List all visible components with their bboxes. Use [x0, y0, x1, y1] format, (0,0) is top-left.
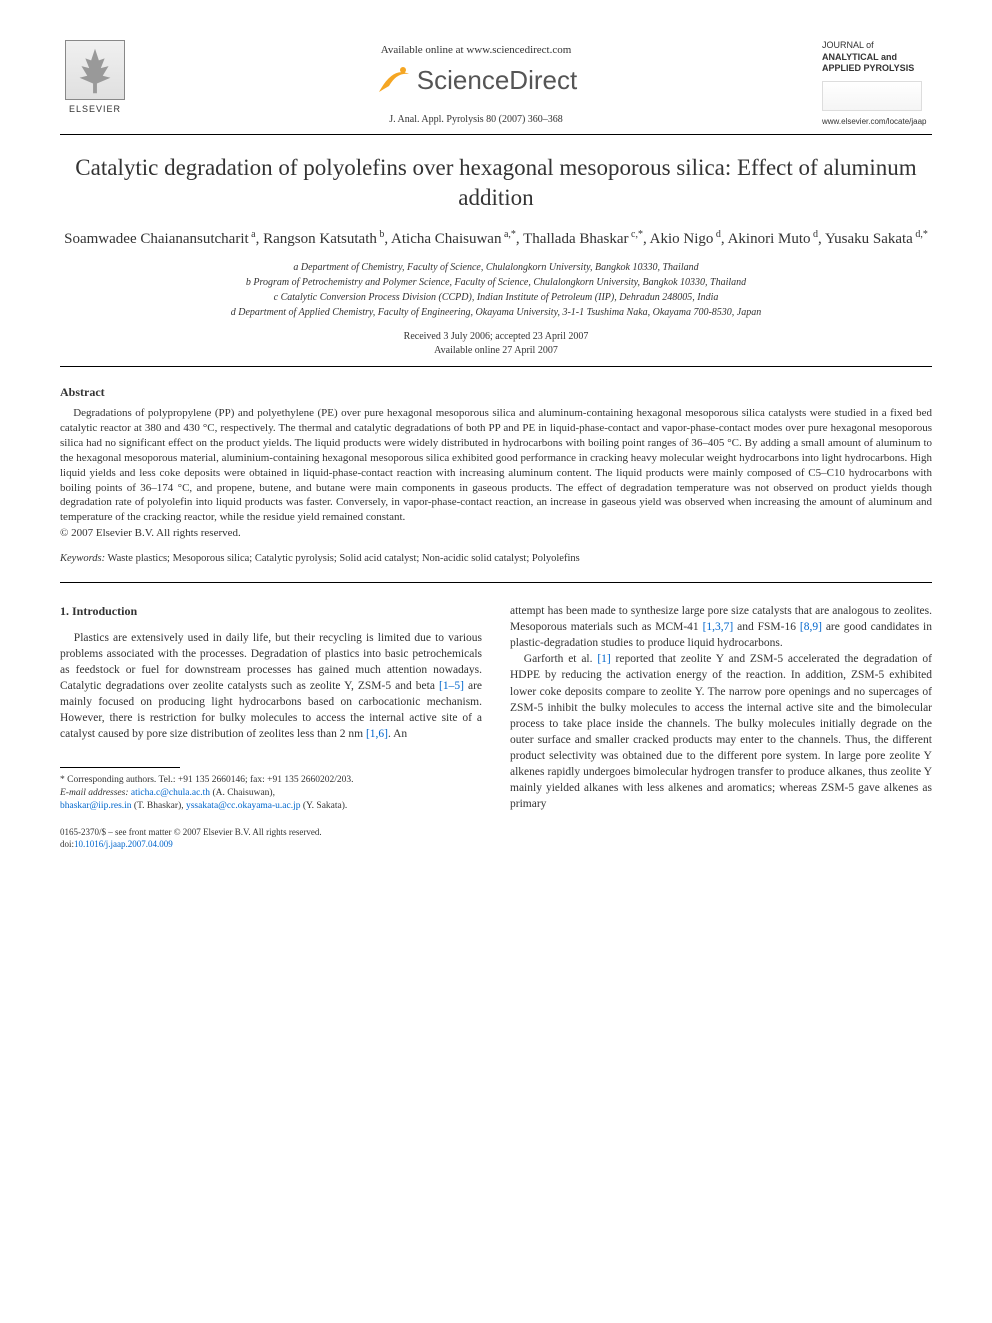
- email-sakata[interactable]: yssakata@cc.okayama-u.ac.jp: [186, 801, 301, 811]
- ref-link-1-6[interactable]: [1,6]: [366, 728, 388, 740]
- top-rule: [60, 134, 932, 135]
- header-row: ELSEVIER Available online at www.science…: [60, 40, 932, 126]
- keywords-label: Keywords:: [60, 553, 105, 564]
- journal-box: JOURNAL of ANALYTICAL and APPLIED PYROLY…: [822, 40, 932, 126]
- authors-line: Soamwadee Chaianansutcharit a, Rangson K…: [60, 227, 932, 251]
- center-header: Available online at www.sciencedirect.co…: [130, 40, 822, 125]
- intro-para-1: Plastics are extensively used in daily l…: [60, 630, 482, 743]
- available-online-date: Available online 27 April 2007: [60, 344, 932, 358]
- issn-line: 0165-2370/$ – see front matter © 2007 El…: [60, 827, 482, 839]
- available-online-text: Available online at www.sciencedirect.co…: [130, 44, 822, 56]
- sciencedirect-text: ScienceDirect: [417, 65, 577, 96]
- elsevier-tree-icon: [65, 40, 125, 100]
- keywords-items: Waste plastics; Mesoporous silica; Catal…: [108, 553, 580, 564]
- intro-para-col2-1: attempt has been made to synthesize larg…: [510, 603, 932, 651]
- ref-link-1-3-7[interactable]: [1,3,7]: [703, 621, 734, 633]
- affiliation-d: d Department of Applied Chemistry, Facul…: [60, 305, 932, 320]
- bottom-meta: 0165-2370/$ – see front matter © 2007 El…: [60, 827, 482, 850]
- intro-heading: 1. Introduction: [60, 603, 482, 620]
- affiliation-c: c Catalytic Conversion Process Division …: [60, 290, 932, 305]
- column-right: attempt has been made to synthesize larg…: [510, 603, 932, 851]
- mid-rule-1: [60, 366, 932, 367]
- intro-para-col2-2: Garforth et al. [1] reported that zeolit…: [510, 651, 932, 812]
- email-bhaskar[interactable]: bhaskar@iip.res.in: [60, 801, 132, 811]
- elsevier-logo: ELSEVIER: [60, 40, 130, 120]
- keywords-line: Keywords: Waste plastics; Mesoporous sil…: [60, 553, 932, 564]
- sciencedirect-logo: ScienceDirect: [375, 62, 577, 98]
- received-accepted: Received 3 July 2006; accepted 23 April …: [60, 330, 932, 344]
- doi-link[interactable]: 10.1016/j.jaap.2007.04.009: [74, 839, 173, 849]
- affiliation-a: a Department of Chemistry, Faculty of Sc…: [60, 260, 932, 275]
- corresponding-author: * Corresponding authors. Tel.: +91 135 2…: [60, 774, 482, 787]
- journal-reference: J. Anal. Appl. Pyrolysis 80 (2007) 360–3…: [130, 114, 822, 125]
- ref-link-1-5[interactable]: [1–5]: [439, 680, 464, 692]
- footnotes: * Corresponding authors. Tel.: +91 135 2…: [60, 774, 482, 814]
- paper-title: Catalytic degradation of polyolefins ove…: [60, 153, 932, 213]
- journal-title-block: JOURNAL of ANALYTICAL and APPLIED PYROLY…: [822, 40, 932, 75]
- elsevier-text: ELSEVIER: [69, 104, 121, 114]
- journal-cover-thumb: [822, 81, 922, 111]
- doi-line: doi:10.1016/j.jaap.2007.04.009: [60, 839, 482, 851]
- column-left: 1. Introduction Plastics are extensively…: [60, 603, 482, 851]
- email-addresses: E-mail addresses: aticha.c@chula.ac.th (…: [60, 787, 482, 814]
- ref-link-8-9[interactable]: [8,9]: [800, 621, 822, 633]
- ref-link-1[interactable]: [1]: [597, 653, 610, 665]
- email-chaisuwan[interactable]: aticha.c@chula.ac.th: [131, 788, 210, 798]
- article-dates: Received 3 July 2006; accepted 23 April …: [60, 330, 932, 358]
- abstract-copyright: © 2007 Elsevier B.V. All rights reserved…: [60, 527, 932, 539]
- mid-rule-2: [60, 582, 932, 583]
- sciencedirect-swoosh-icon: [375, 62, 411, 98]
- footnote-rule: [60, 767, 180, 768]
- abstract-body: Degradations of polypropylene (PP) and p…: [60, 406, 932, 525]
- affiliations: a Department of Chemistry, Faculty of Sc…: [60, 260, 932, 320]
- abstract-heading: Abstract: [60, 385, 932, 400]
- journal-url: www.elsevier.com/locate/jaap: [822, 117, 932, 126]
- body-columns: 1. Introduction Plastics are extensively…: [60, 603, 932, 851]
- affiliation-b: b Program of Petrochemistry and Polymer …: [60, 275, 932, 290]
